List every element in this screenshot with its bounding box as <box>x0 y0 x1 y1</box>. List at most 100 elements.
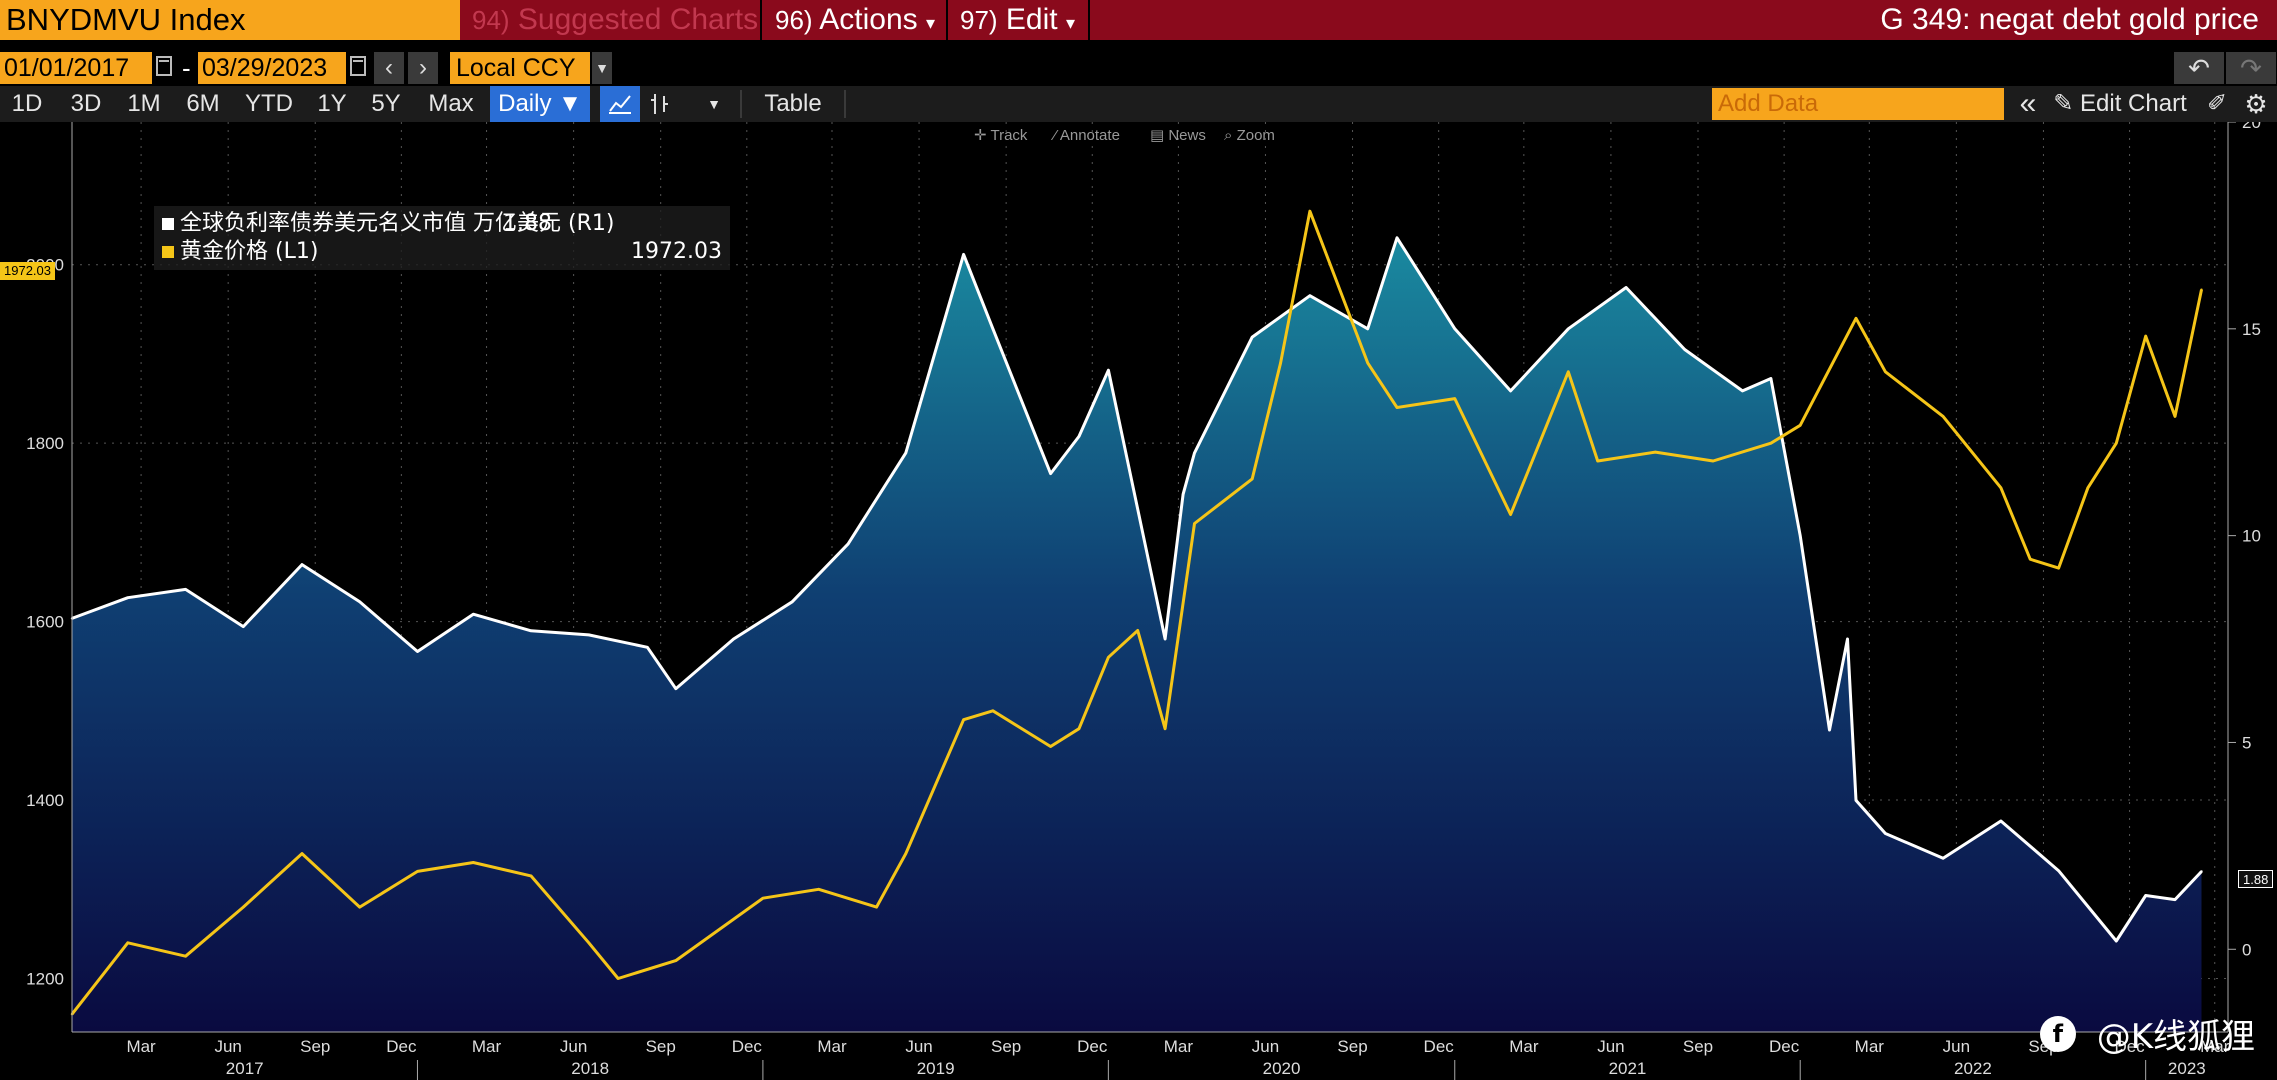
right-tick-label: 10 <box>2242 527 2261 546</box>
menu-divider <box>760 0 762 40</box>
news-tool[interactable]: ▤ News <box>1150 124 1206 148</box>
crosshair-icon: ✛ <box>974 127 991 144</box>
left-tick-label: 1800 <box>26 434 64 453</box>
chart-legend: 全球负利率债券美元名义市值 万亿美元 (R1) 1.88 黄金价格 (L1) 1… <box>154 206 730 270</box>
track-tool[interactable]: ✛ Track <box>974 124 1027 148</box>
gear-icon[interactable]: ⚙ <box>2244 89 2268 119</box>
gold-data-point <box>2029 558 2032 561</box>
debt-data-point <box>991 327 995 330</box>
legend-entry: 黄金价格 (L1) 1972.03 <box>158 238 722 266</box>
menu-label: Actions <box>819 3 918 36</box>
gold-data-point <box>2144 334 2147 338</box>
add-data-input[interactable]: Add Data <box>1712 88 2004 120</box>
date-separator: - <box>182 53 191 83</box>
gold-data-point <box>2057 566 2060 570</box>
right-tick-label: 20 <box>2242 122 2261 132</box>
news-icon: ▤ <box>1150 127 1169 144</box>
period-1d-button[interactable]: 1D <box>11 90 43 117</box>
period-1y-button[interactable]: 1Y <box>317 90 347 117</box>
undo-icon[interactable]: ↶ <box>2174 52 2224 84</box>
edit-menu[interactable]: 97) Edit ▾ <box>950 0 1075 40</box>
chart-title: G 349: negat debt gold price <box>1880 3 2259 36</box>
gold-current-tag: 1972.03 <box>0 262 55 280</box>
legend-series-value: 1972.03 <box>631 239 722 264</box>
legend-series-name: 黄金价格 (L1) <box>180 239 319 264</box>
debt-data-point <box>416 650 419 653</box>
gold-data-point <box>904 852 907 855</box>
left-tick-label: 1200 <box>26 969 64 988</box>
table-button[interactable]: Table <box>764 90 822 117</box>
debt-data-point <box>791 600 794 603</box>
debt-data-point <box>1163 637 1167 641</box>
currency-select[interactable]: Local CCY <box>450 52 590 84</box>
left-tick-label: 1400 <box>26 791 64 810</box>
calendar-icon[interactable] <box>350 56 366 76</box>
menu-label: Suggested Charts <box>517 3 759 36</box>
collapse-icon[interactable]: « <box>2019 87 2037 120</box>
gold-data-point <box>1596 459 1599 463</box>
debt-data-point <box>1395 236 1399 239</box>
line-chart-icon[interactable] <box>600 86 640 122</box>
debt-data-point <box>300 563 304 566</box>
gold-data-point <box>2173 415 2177 418</box>
gold-data-point <box>1884 370 1887 373</box>
calendar-icon[interactable] <box>156 56 172 76</box>
period-3d-button[interactable]: 3D <box>70 90 102 117</box>
redo-icon[interactable]: ↷ <box>2226 52 2276 84</box>
gold-data-point <box>416 870 419 873</box>
x-tick-label: Mar <box>472 1037 502 1056</box>
edit-chart-button[interactable]: ✎ Edit Chart <box>2050 86 2190 122</box>
debt-data-point <box>962 253 965 256</box>
x-tick-label: Dec <box>1424 1037 1455 1056</box>
right-tick-label: 15 <box>2242 320 2261 339</box>
gold-data-point <box>1769 442 1773 445</box>
gold-data-point <box>1077 727 1081 730</box>
debt-data-point <box>472 613 475 616</box>
gold-data-point <box>1136 629 1139 632</box>
chevron-left-icon[interactable]: ‹ <box>374 52 404 84</box>
gold-data-point <box>1251 477 1254 481</box>
suggested-charts-menu[interactable]: 94) Suggested Charts <box>462 0 758 40</box>
debt-data-point <box>529 629 533 632</box>
chevron-down-icon[interactable]: ▼ <box>592 52 612 84</box>
right-tick-label: 0 <box>2242 940 2251 959</box>
menu-number: 94) <box>472 5 510 35</box>
period-max-button[interactable]: Max <box>428 90 474 117</box>
gold-data-point <box>1999 486 2003 489</box>
debt-data-point <box>1181 493 1185 496</box>
year-label: 2018 <box>571 1059 609 1078</box>
period-5y-button[interactable]: 5Y <box>371 90 401 117</box>
debt-data-point <box>1854 799 1858 802</box>
debt-data-point <box>1453 327 1457 330</box>
x-tick-label: Dec <box>1077 1037 1108 1056</box>
bar-chart-icon[interactable] <box>644 86 676 122</box>
debt-data-point <box>2057 869 2060 872</box>
chevron-down-icon: ▾ <box>1065 13 1076 33</box>
gold-data-point <box>1453 397 1457 400</box>
pencil-icon: ✎ <box>2053 90 2074 117</box>
gold-data-point <box>242 905 245 909</box>
annotate-tool[interactable]: ⁄ Annotate <box>1054 124 1120 148</box>
gold-series-line <box>70 209 2203 1016</box>
period-6m-button[interactable]: 6M <box>186 90 220 117</box>
end-date-field[interactable]: 03/29/2023 <box>198 52 346 84</box>
edit-icon[interactable]: ✐ <box>2206 90 2228 117</box>
chevron-down-icon[interactable]: ▼ <box>707 96 721 112</box>
frequency-select[interactable]: Daily ▼ <box>490 86 590 122</box>
year-label: 2023 <box>2168 1059 2206 1078</box>
period-1m-button[interactable]: 1M <box>127 90 161 117</box>
bar-chart-glyph <box>651 94 668 114</box>
period-ytd-button[interactable]: YTD <box>245 90 293 117</box>
x-tick-label: Jun <box>214 1037 241 1056</box>
zoom-tool[interactable]: ⌕ Zoom <box>1224 124 1275 148</box>
start-date-field[interactable]: 01/01/2017 <box>0 52 152 84</box>
x-tick-label: Jun <box>1597 1037 1624 1056</box>
debt-data-point <box>732 637 735 641</box>
debt-data-point <box>184 588 187 591</box>
actions-menu[interactable]: 96) Actions ▾ <box>765 0 935 40</box>
year-label: 2021 <box>1609 1059 1647 1078</box>
ticker-field[interactable]: BNYDMVU Index <box>0 0 460 40</box>
gold-data-point <box>1395 406 1399 409</box>
debt-data-point <box>1999 819 2003 823</box>
chevron-right-icon[interactable]: › <box>408 52 438 84</box>
